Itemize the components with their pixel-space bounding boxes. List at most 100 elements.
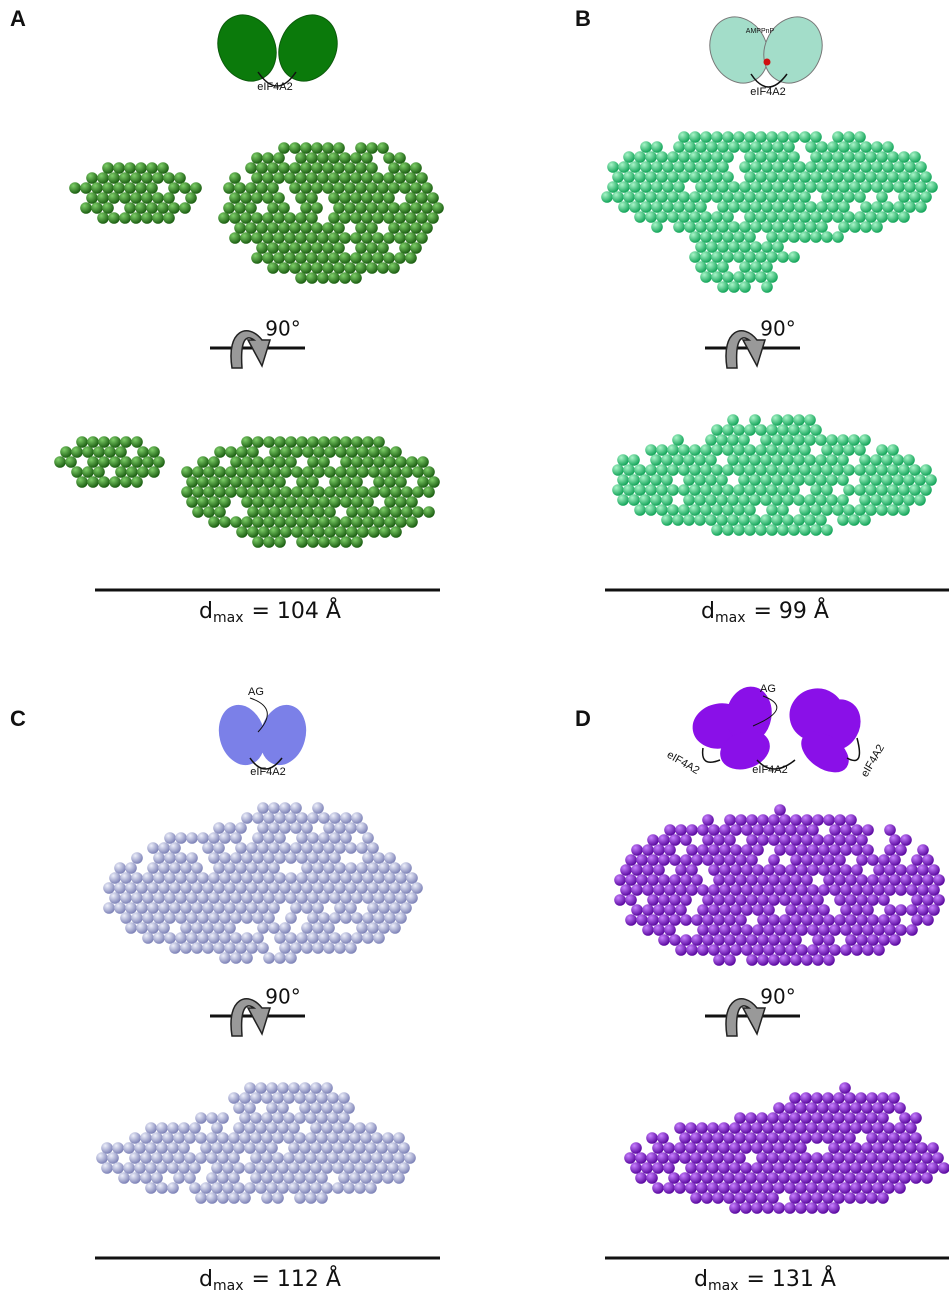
bead	[871, 141, 883, 153]
bead	[646, 1152, 658, 1164]
bead	[151, 1152, 163, 1164]
bead	[189, 1162, 201, 1174]
bead	[717, 141, 729, 153]
bead	[228, 1172, 240, 1184]
bead	[713, 954, 725, 966]
bead	[156, 1122, 168, 1134]
bead	[713, 834, 725, 846]
bead	[915, 161, 927, 173]
bead	[844, 1192, 856, 1204]
bead	[219, 932, 231, 944]
bead	[623, 191, 635, 203]
bead	[700, 131, 712, 143]
bead	[777, 524, 789, 536]
bead	[927, 1142, 939, 1154]
bead	[378, 862, 390, 874]
bead	[722, 171, 734, 183]
bead	[768, 954, 780, 966]
bead	[313, 526, 325, 538]
bead	[757, 834, 769, 846]
bead	[883, 1182, 895, 1194]
bead	[800, 1112, 812, 1124]
bead	[762, 1182, 774, 1194]
bead	[383, 172, 395, 184]
bead	[225, 486, 237, 498]
bead	[197, 892, 209, 904]
bead	[339, 172, 351, 184]
bead	[146, 162, 158, 174]
bead	[799, 131, 811, 143]
bead	[837, 454, 849, 466]
bead	[618, 181, 630, 193]
bead	[311, 142, 323, 154]
bead	[730, 944, 742, 956]
bead	[197, 932, 209, 944]
bead	[329, 436, 341, 448]
bead	[362, 912, 374, 924]
bead	[273, 172, 285, 184]
bead	[689, 464, 701, 476]
bead	[289, 222, 301, 234]
bead	[876, 504, 888, 516]
bead	[689, 504, 701, 516]
bead	[789, 1152, 801, 1164]
bead	[178, 1122, 190, 1134]
bead	[384, 516, 396, 528]
bead	[416, 212, 428, 224]
bead	[755, 251, 767, 263]
bead	[805, 161, 817, 173]
bead	[383, 192, 395, 204]
bead	[784, 1202, 796, 1214]
bead	[817, 1182, 829, 1194]
bead	[785, 904, 797, 916]
panel-letter: A	[10, 6, 26, 31]
bead	[695, 141, 707, 153]
bead	[316, 1092, 328, 1104]
bead	[790, 874, 802, 886]
bead	[838, 141, 850, 153]
bead	[299, 1102, 311, 1114]
bead	[279, 842, 291, 854]
bead	[390, 446, 402, 458]
bead	[234, 222, 246, 234]
bead	[795, 1162, 807, 1174]
bead	[302, 526, 314, 538]
bead	[612, 191, 624, 203]
bead	[202, 882, 214, 894]
bead	[895, 904, 907, 916]
bead	[904, 201, 916, 213]
bead	[362, 892, 374, 904]
bead	[818, 924, 830, 936]
bead	[102, 162, 114, 174]
bead	[202, 902, 214, 914]
bead	[214, 506, 226, 518]
bead	[366, 162, 378, 174]
bead	[916, 1142, 928, 1154]
bead	[318, 832, 330, 844]
bead	[807, 924, 819, 936]
bead	[782, 514, 794, 526]
bead	[153, 852, 165, 864]
bead	[843, 211, 855, 223]
bead	[332, 1162, 344, 1174]
bead	[135, 182, 147, 194]
bead	[317, 252, 329, 264]
bead	[811, 1152, 823, 1164]
bead	[762, 1142, 774, 1154]
bead	[274, 932, 286, 944]
bead	[656, 191, 668, 203]
bead	[307, 516, 319, 528]
bead	[768, 874, 780, 886]
bead	[285, 456, 297, 468]
bead	[810, 464, 822, 476]
bead	[394, 232, 406, 244]
bead	[197, 872, 209, 884]
bead	[675, 824, 687, 836]
bead	[822, 1192, 834, 1204]
bead	[367, 862, 379, 874]
bead	[899, 1172, 911, 1184]
bead	[750, 261, 762, 273]
bead	[137, 466, 149, 478]
bead	[651, 141, 663, 153]
bead	[826, 494, 838, 506]
